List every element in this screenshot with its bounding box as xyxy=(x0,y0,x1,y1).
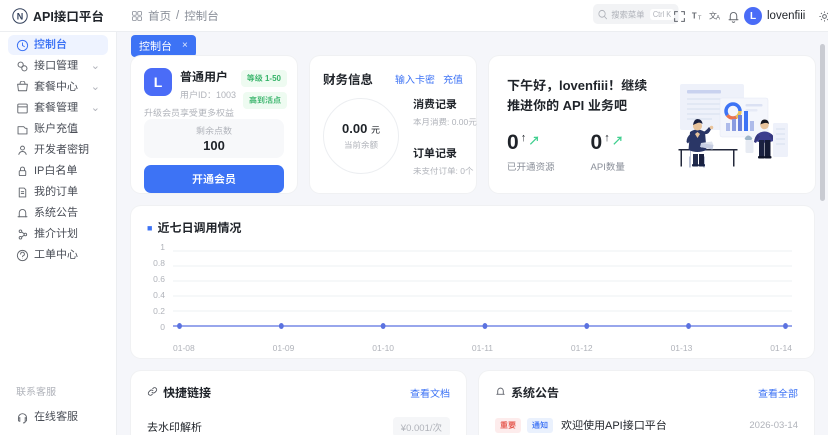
svg-text:T: T xyxy=(698,16,702,22)
svg-text:A: A xyxy=(716,15,721,22)
svg-text:N: N xyxy=(17,11,24,21)
svg-text:T: T xyxy=(692,12,697,21)
